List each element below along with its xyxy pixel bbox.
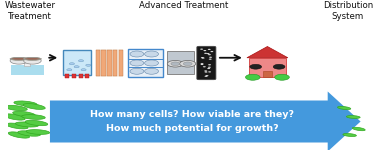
Circle shape (81, 69, 86, 71)
Ellipse shape (25, 120, 48, 126)
Circle shape (180, 60, 196, 67)
Circle shape (79, 60, 84, 62)
Ellipse shape (352, 127, 365, 131)
FancyBboxPatch shape (65, 74, 69, 78)
Text: Wastewater
Treatment: Wastewater Treatment (5, 2, 55, 21)
Circle shape (171, 62, 180, 66)
Ellipse shape (130, 68, 144, 74)
Ellipse shape (24, 58, 41, 60)
Ellipse shape (23, 104, 45, 109)
Circle shape (209, 58, 212, 60)
Circle shape (208, 54, 211, 55)
Circle shape (167, 60, 183, 67)
Circle shape (208, 49, 211, 50)
Circle shape (211, 51, 213, 52)
FancyBboxPatch shape (263, 70, 272, 77)
Ellipse shape (338, 106, 351, 110)
Circle shape (208, 64, 211, 65)
Ellipse shape (13, 111, 35, 117)
Circle shape (207, 68, 210, 69)
Ellipse shape (130, 51, 144, 57)
Circle shape (183, 62, 192, 66)
Ellipse shape (145, 60, 158, 66)
FancyBboxPatch shape (64, 50, 91, 75)
Circle shape (206, 75, 209, 76)
Ellipse shape (4, 114, 25, 120)
Ellipse shape (10, 58, 28, 60)
Ellipse shape (145, 68, 158, 74)
Ellipse shape (14, 101, 37, 106)
Circle shape (275, 74, 289, 80)
FancyBboxPatch shape (79, 74, 83, 78)
Ellipse shape (24, 57, 41, 64)
Circle shape (245, 74, 260, 80)
Text: How much potential for growth?: How much potential for growth? (106, 124, 279, 133)
FancyBboxPatch shape (249, 58, 286, 77)
FancyBboxPatch shape (167, 51, 194, 74)
FancyBboxPatch shape (101, 50, 106, 76)
Circle shape (204, 76, 208, 77)
Circle shape (67, 69, 72, 71)
FancyBboxPatch shape (72, 74, 76, 78)
Circle shape (201, 64, 203, 65)
Circle shape (86, 64, 91, 66)
Circle shape (202, 57, 204, 59)
FancyBboxPatch shape (107, 50, 112, 76)
FancyBboxPatch shape (96, 50, 100, 76)
Circle shape (201, 57, 204, 58)
Circle shape (208, 71, 211, 72)
Ellipse shape (145, 51, 158, 57)
FancyBboxPatch shape (24, 58, 30, 66)
Circle shape (207, 53, 209, 54)
Text: Distribution
System: Distribution System (323, 2, 373, 21)
FancyBboxPatch shape (96, 49, 123, 76)
Text: How many cells? How viable are they?: How many cells? How viable are they? (90, 110, 294, 119)
FancyBboxPatch shape (119, 50, 123, 76)
Ellipse shape (15, 122, 39, 127)
Ellipse shape (130, 60, 144, 66)
FancyBboxPatch shape (113, 50, 117, 76)
FancyBboxPatch shape (128, 49, 163, 76)
FancyBboxPatch shape (11, 65, 45, 75)
Polygon shape (247, 46, 288, 58)
Circle shape (273, 64, 285, 69)
Ellipse shape (343, 134, 356, 136)
Circle shape (204, 53, 207, 54)
Ellipse shape (10, 57, 28, 64)
Ellipse shape (18, 131, 40, 136)
Circle shape (250, 64, 262, 69)
Text: Advanced Treatment: Advanced Treatment (139, 2, 228, 10)
FancyBboxPatch shape (197, 46, 216, 80)
Circle shape (208, 67, 211, 68)
Circle shape (203, 66, 206, 67)
Ellipse shape (26, 130, 50, 134)
Polygon shape (50, 92, 361, 150)
Ellipse shape (5, 105, 27, 111)
Circle shape (69, 63, 74, 65)
Circle shape (203, 50, 206, 51)
Circle shape (74, 66, 79, 68)
Circle shape (204, 71, 208, 73)
Circle shape (204, 70, 207, 72)
Ellipse shape (8, 132, 29, 138)
Ellipse shape (346, 116, 360, 118)
Ellipse shape (22, 115, 45, 119)
Ellipse shape (6, 123, 28, 129)
Circle shape (209, 57, 212, 58)
FancyBboxPatch shape (85, 74, 90, 78)
Circle shape (200, 49, 203, 50)
Circle shape (201, 63, 203, 64)
